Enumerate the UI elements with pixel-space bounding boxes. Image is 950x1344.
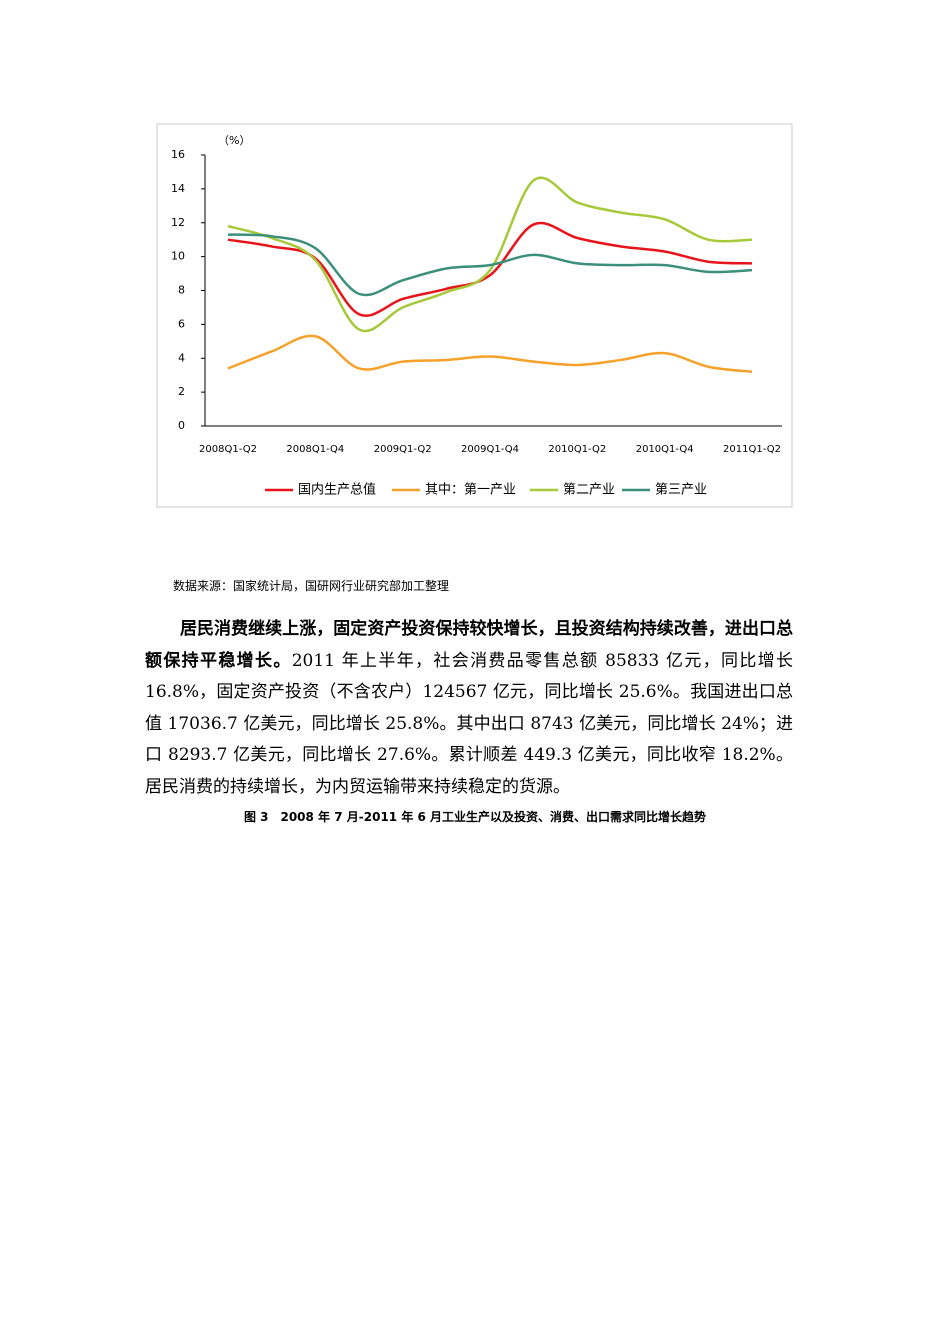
chart: （%） 0 2 4 6 8 10 12 14 16 2008Q1-Q2 2008Q1-Q4 2009Q… bbox=[156, 123, 793, 508]
chart-frame bbox=[156, 123, 793, 508]
paragraph-lead: 居民消费继续上涨，固定资产投资保持较快增长，且投资结构持续改善，进出口总额保持平… bbox=[145, 619, 793, 671]
y-tick-label: 14 bbox=[171, 182, 185, 195]
x-tick-label: 2011Q1-Q2 bbox=[723, 444, 781, 455]
series-line bbox=[227, 334, 753, 374]
legend-label: 第二产业 bbox=[563, 483, 615, 498]
y-tick-label: 4 bbox=[178, 351, 185, 364]
y-tick-label: 10 bbox=[171, 250, 185, 263]
y-tick-label: 8 bbox=[178, 284, 185, 297]
series-line bbox=[227, 176, 753, 333]
legend-label: 其中：第一产业 bbox=[425, 483, 516, 498]
x-tick-label: 2010Q1-Q2 bbox=[548, 444, 606, 455]
y-unit-label: （%） bbox=[218, 134, 250, 147]
legend-label: 国内生产总值 bbox=[298, 482, 376, 498]
paragraph: 居民消费继续上涨，固定资产投资保持较快增长，且投资结构持续改善，进出口总额保持平… bbox=[145, 614, 793, 803]
series-line bbox=[227, 233, 753, 297]
y-tick-label: 12 bbox=[171, 216, 185, 229]
x-tick-label: 2008Q1-Q4 bbox=[286, 444, 344, 455]
x-tick-label: 2009Q1-Q2 bbox=[374, 444, 432, 455]
legend-label: 第三产业 bbox=[655, 483, 707, 498]
figure-caption: 图 3 2008 年 7 月-2011 年 6 月工业生产以及投资、消费、出口需… bbox=[243, 810, 707, 824]
source-note: 数据来源：国家统计局，国研网行业研究部加工整理 bbox=[173, 579, 450, 593]
paragraph-body: 2011 年上半年，社会消费品零售总额 85833 亿元，同比增长 16.8%，… bbox=[145, 650, 794, 797]
x-tick-label: 2008Q1-Q2 bbox=[199, 444, 257, 455]
y-tick-label: 2 bbox=[178, 385, 185, 398]
y-tick-label: 0 bbox=[178, 419, 185, 432]
y-tick-label: 16 bbox=[171, 148, 185, 161]
x-tick-label: 2010Q1-Q4 bbox=[636, 444, 694, 455]
x-tick-label: 2009Q1-Q4 bbox=[461, 444, 519, 455]
y-tick-label: 6 bbox=[178, 317, 185, 330]
